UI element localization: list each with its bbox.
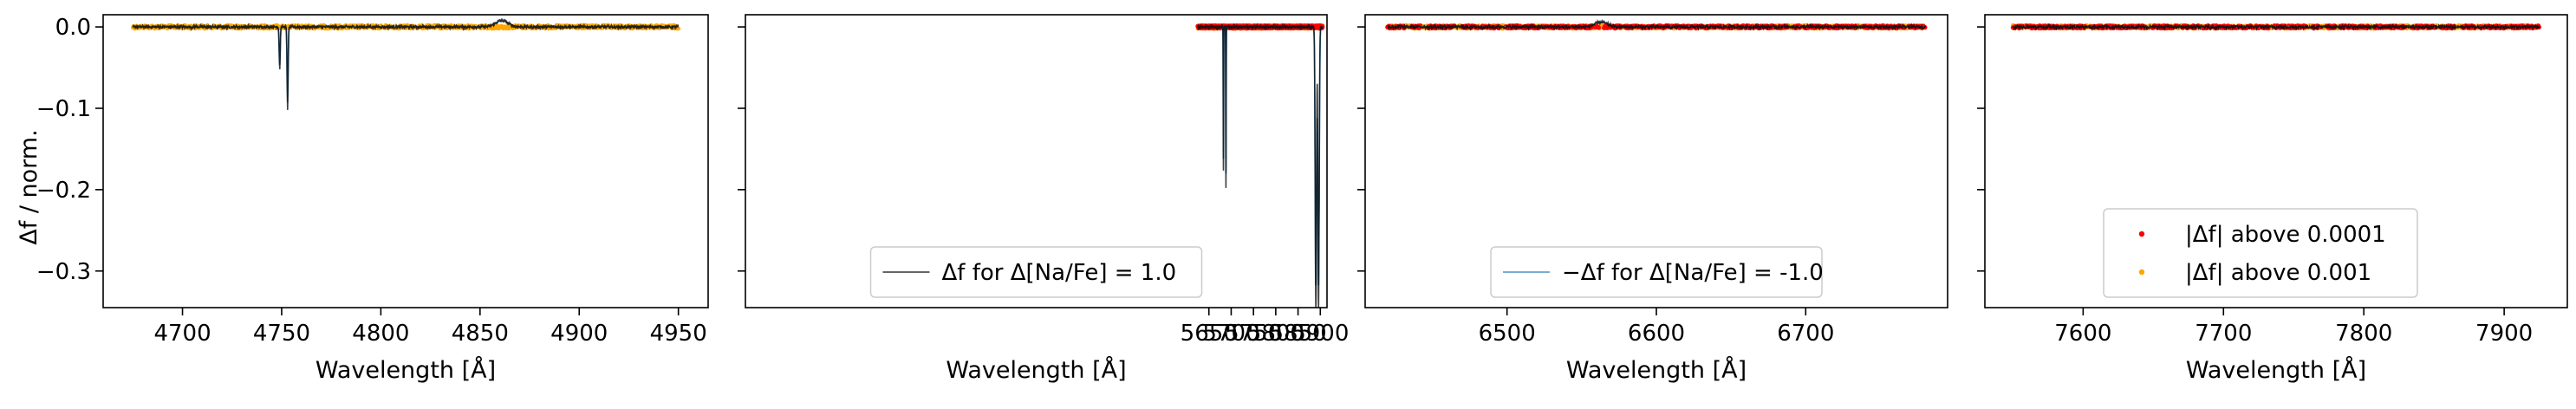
x-tick-label: 4850 <box>452 321 509 347</box>
panel-3: 6500 6600 6700 Wavelength [Å] −Δf for Δ[Na/F… <box>1357 14 1948 384</box>
x-tick-label: 4800 <box>352 321 409 347</box>
plot-area <box>1385 18 1928 31</box>
x-tick-label: 6700 <box>1777 321 1834 347</box>
x-tick-label: 4700 <box>153 321 211 347</box>
plot-area <box>131 17 680 110</box>
plot-area <box>1195 23 1325 308</box>
legend: −Δf for Δ[Na/Fe] = -1.0 <box>1490 246 1824 298</box>
legend-label: −Δf for Δ[Na/Fe] = -1.0 <box>1562 260 1824 286</box>
x-axis-label: Wavelength [Å] <box>946 356 1126 384</box>
positive-delta-line <box>132 17 680 110</box>
legend-label: Δf for Δ[Na/Fe] = 1.0 <box>942 260 1177 286</box>
panel-1: 0.0 −0.1 −0.2 −0.3 4700 4750 4800 4850 4900 4950 W… <box>36 14 709 384</box>
red-point <box>1596 25 1601 30</box>
x-tick-label: 6600 <box>1628 321 1685 347</box>
x-axis-label: Wavelength [Å] <box>315 356 496 384</box>
x-tick-label: 4950 <box>650 321 707 347</box>
y-tick-label: −0.1 <box>36 96 91 122</box>
y-tick-label: 0.0 <box>55 15 91 41</box>
x-tick-label: 4900 <box>550 321 608 347</box>
y-tick-label: −0.3 <box>36 259 91 285</box>
negative-delta-line <box>1197 26 1323 286</box>
plot-area <box>2010 23 2541 32</box>
legend: Δf for Δ[Na/Fe] = 1.0 <box>869 246 1203 298</box>
panel-frame <box>102 14 709 308</box>
x-axis-label: Wavelength [Å] <box>1566 356 1747 384</box>
negative-delta-line <box>133 20 679 103</box>
x-tick-label: 4750 <box>253 321 310 347</box>
y-tick-label: −0.2 <box>36 178 91 204</box>
y-axis-label: Δf / norm. <box>16 129 42 244</box>
positive-delta-line <box>1197 23 1324 308</box>
x-tick-label: 5900 <box>1291 321 1349 347</box>
x-tick-label: 6500 <box>1479 321 1536 347</box>
